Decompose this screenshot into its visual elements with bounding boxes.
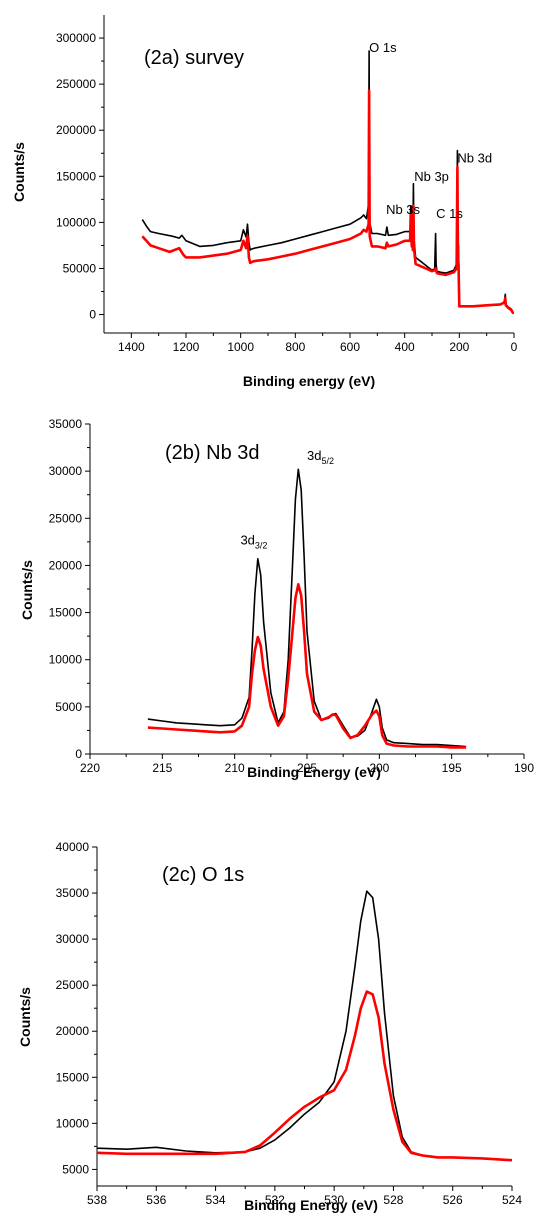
nb3d-x-axis-title: Binding Energy (eV) bbox=[247, 764, 381, 780]
survey-y-tick-label: 200000 bbox=[56, 123, 96, 137]
o1s-y-tick-label: 15000 bbox=[56, 1070, 90, 1084]
survey-peak-label: Nb 3p bbox=[414, 169, 449, 184]
survey-panel: (2a) survey Binding energy (eV) Counts/s… bbox=[11, 15, 518, 389]
nb3d-x-tick-label: 190 bbox=[514, 761, 534, 775]
survey-y-tick-label: 100000 bbox=[56, 215, 96, 229]
survey-y-tick-label: 150000 bbox=[56, 169, 96, 183]
nb3d-red-spectrum bbox=[147, 582, 467, 749]
o1s-y-tick-label: 20000 bbox=[56, 1024, 90, 1038]
survey-peak-label: C 1s bbox=[436, 206, 463, 221]
survey-y-tick-label: 0 bbox=[89, 308, 96, 322]
survey-y-axis-title: Counts/s bbox=[11, 142, 27, 202]
nb3d-x-tick-label: 220 bbox=[80, 761, 100, 775]
nb3d-y-tick-label: 10000 bbox=[49, 653, 83, 667]
nb3d-x-tick-label: 205 bbox=[297, 761, 317, 775]
o1s-x-tick-label: 530 bbox=[324, 1193, 344, 1207]
o1s-x-axis-title: Binding Energy (eV) bbox=[244, 1197, 378, 1213]
nb3d-x-tick-label: 215 bbox=[152, 761, 172, 775]
nb3d-y-tick-label: 20000 bbox=[49, 558, 83, 572]
survey-y-tick-label: 50000 bbox=[63, 261, 97, 275]
nb3d-y-tick-label: 25000 bbox=[49, 511, 83, 525]
nb3d-y-tick-label: 0 bbox=[75, 747, 82, 761]
nb3d-y-tick-label: 5000 bbox=[55, 700, 82, 714]
survey-peak-label: O 1s bbox=[369, 40, 397, 55]
o1s-x-tick-label: 538 bbox=[87, 1193, 107, 1207]
survey-x-tick-label: 800 bbox=[285, 340, 305, 354]
survey-x-tick-label: 1200 bbox=[173, 340, 200, 354]
o1s-x-tick-label: 528 bbox=[383, 1193, 403, 1207]
o1s-y-tick-label: 25000 bbox=[56, 978, 90, 992]
o1s-x-tick-label: 524 bbox=[502, 1193, 522, 1207]
o1s-red-spectrum bbox=[97, 990, 512, 1162]
o1s-x-tick-label: 536 bbox=[146, 1193, 166, 1207]
o1s-y-tick-label: 5000 bbox=[62, 1162, 89, 1176]
nb3d-panel: (2b) Nb 3d Binding Energy (eV) Counts/s … bbox=[19, 417, 534, 780]
survey-x-tick-label: 1000 bbox=[227, 340, 254, 354]
survey-x-tick-label: 1400 bbox=[118, 340, 145, 354]
nb3d-peak-label: 3d5/2 bbox=[307, 448, 334, 466]
nb3d-y-tick-label: 30000 bbox=[49, 464, 83, 478]
survey-y-tick-label: 300000 bbox=[56, 31, 96, 45]
o1s-y-axis-title: Counts/s bbox=[17, 987, 33, 1047]
nb3d-black-spectrum bbox=[147, 468, 467, 748]
o1s-panel: (2c) O 1s Binding Energy (eV) Counts/s 5… bbox=[17, 840, 522, 1213]
survey-peak-label: Nb 3s bbox=[386, 202, 420, 217]
survey-y-tick-label: 250000 bbox=[56, 77, 96, 91]
survey-peak-label: Nb 3d bbox=[457, 150, 492, 165]
nb3d-y-axis-title: Counts/s bbox=[19, 560, 35, 620]
survey-x-tick-label: 400 bbox=[395, 340, 415, 354]
o1s-x-tick-label: 532 bbox=[265, 1193, 285, 1207]
survey-red-spectrum bbox=[141, 89, 514, 315]
survey-panel-title: (2a) survey bbox=[144, 47, 244, 69]
survey-x-tick-label: 600 bbox=[340, 340, 360, 354]
nb3d-y-tick-label: 15000 bbox=[49, 606, 83, 620]
nb3d-peak-label: 3d3/2 bbox=[240, 533, 267, 551]
o1s-y-tick-label: 30000 bbox=[56, 932, 90, 946]
nb3d-panel-title: (2b) Nb 3d bbox=[165, 442, 260, 464]
o1s-x-tick-label: 526 bbox=[443, 1193, 463, 1207]
survey-x-tick-label: 0 bbox=[511, 340, 518, 354]
nb3d-x-tick-label: 210 bbox=[225, 761, 245, 775]
o1s-panel-title: (2c) O 1s bbox=[162, 864, 244, 886]
o1s-x-tick-label: 534 bbox=[206, 1193, 226, 1207]
nb3d-x-tick-label: 200 bbox=[369, 761, 389, 775]
survey-x-axis-title: Binding energy (eV) bbox=[243, 373, 375, 389]
o1s-y-tick-label: 35000 bbox=[56, 886, 90, 900]
o1s-black-spectrum bbox=[97, 890, 512, 1161]
survey-x-tick-label: 200 bbox=[449, 340, 469, 354]
o1s-y-tick-label: 10000 bbox=[56, 1116, 90, 1130]
nb3d-x-tick-label: 195 bbox=[442, 761, 462, 775]
o1s-y-tick-label: 40000 bbox=[56, 840, 90, 854]
nb3d-y-tick-label: 35000 bbox=[49, 417, 83, 431]
